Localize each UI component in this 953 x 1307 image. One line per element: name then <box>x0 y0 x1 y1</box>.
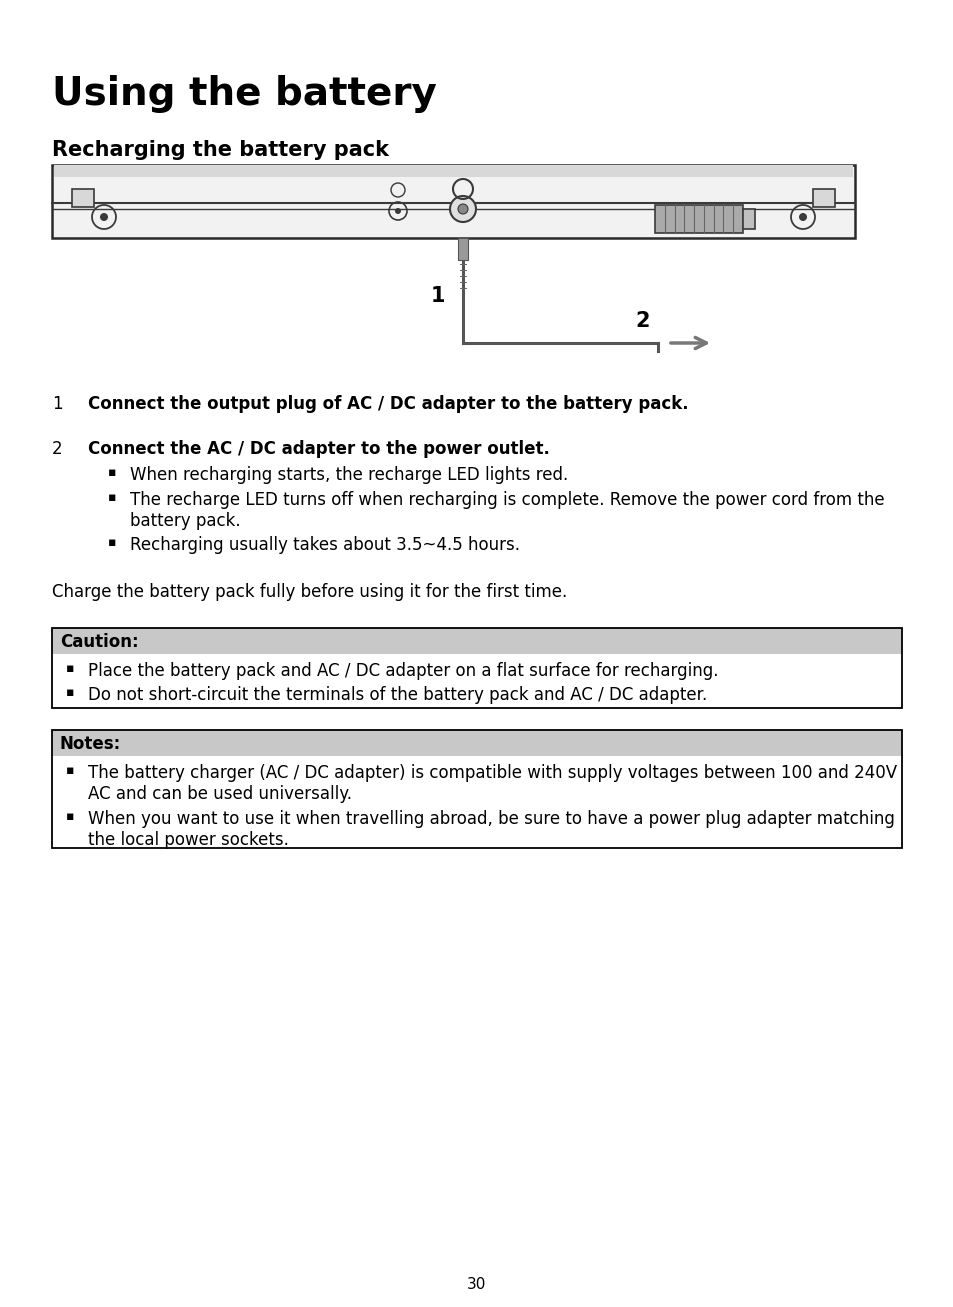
Text: ▪: ▪ <box>108 491 116 505</box>
Text: Recharging usually takes about 3.5~4.5 hours.: Recharging usually takes about 3.5~4.5 h… <box>130 536 519 554</box>
Bar <box>52 627 901 708</box>
Text: 2: 2 <box>635 311 650 331</box>
Circle shape <box>450 196 476 222</box>
Text: 1: 1 <box>52 395 63 413</box>
Circle shape <box>100 213 108 221</box>
Circle shape <box>457 204 468 214</box>
Text: Connect the output plug of AC / DC adapter to the battery pack.: Connect the output plug of AC / DC adapt… <box>88 395 688 413</box>
Bar <box>655 205 742 233</box>
Text: Connect the AC / DC adapter to the power outlet.: Connect the AC / DC adapter to the power… <box>88 440 549 457</box>
Circle shape <box>799 213 806 221</box>
Bar <box>457 238 468 260</box>
Bar <box>812 190 834 207</box>
Bar <box>742 209 754 229</box>
Bar <box>52 731 901 848</box>
Bar <box>54 165 852 176</box>
Text: 2: 2 <box>52 440 63 457</box>
Bar <box>71 190 94 207</box>
Text: Caution:: Caution: <box>60 633 138 651</box>
Circle shape <box>395 208 400 214</box>
Text: Do not short-circuit the terminals of the battery pack and AC / DC adapter.: Do not short-circuit the terminals of th… <box>88 686 706 704</box>
Bar <box>52 165 854 238</box>
Text: Place the battery pack and AC / DC adapter on a flat surface for recharging.: Place the battery pack and AC / DC adapt… <box>88 663 718 680</box>
Text: Notes:: Notes: <box>60 735 121 753</box>
Bar <box>52 654 901 708</box>
Bar <box>52 627 901 654</box>
Text: Recharging the battery pack: Recharging the battery pack <box>52 140 389 159</box>
Bar <box>52 731 901 755</box>
Bar <box>52 755 901 848</box>
Text: When you want to use it when travelling abroad, be sure to have a power plug ada: When you want to use it when travelling … <box>88 810 894 848</box>
Text: Using the battery: Using the battery <box>52 74 436 112</box>
Text: ▪: ▪ <box>66 765 74 776</box>
Text: ▪: ▪ <box>108 467 116 478</box>
Text: ▪: ▪ <box>66 663 74 674</box>
Text: Charge the battery pack fully before using it for the first time.: Charge the battery pack fully before usi… <box>52 583 567 601</box>
Text: When recharging starts, the recharge LED lights red.: When recharging starts, the recharge LED… <box>130 467 568 484</box>
Text: ▪: ▪ <box>66 810 74 823</box>
Text: The battery charger (AC / DC adapter) is compatible with supply voltages between: The battery charger (AC / DC adapter) is… <box>88 765 896 802</box>
Text: The recharge LED turns off when recharging is complete. Remove the power cord fr: The recharge LED turns off when rechargi… <box>130 491 883 529</box>
Text: 30: 30 <box>467 1277 486 1293</box>
Text: 1: 1 <box>430 286 444 306</box>
Text: ▪: ▪ <box>66 686 74 699</box>
Text: ▪: ▪ <box>108 536 116 549</box>
